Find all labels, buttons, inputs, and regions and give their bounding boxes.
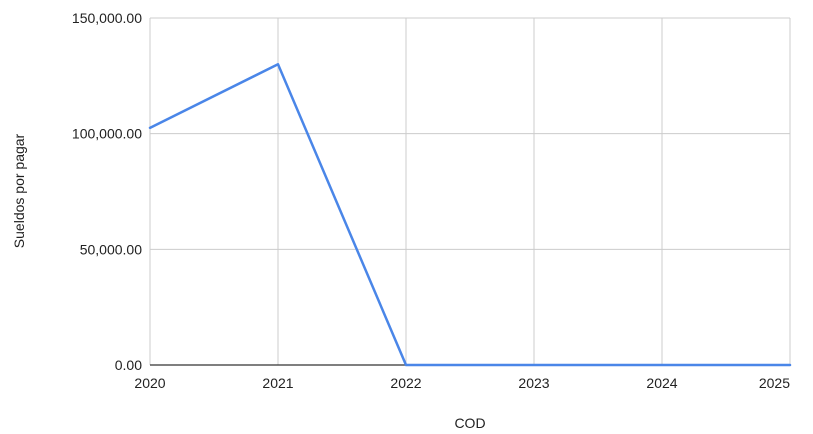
y-tick-label: 150,000.00	[72, 10, 142, 26]
y-tick-label: 0.00	[115, 357, 142, 373]
y-tick-labels: 0.00 50,000.00 100,000.00 150,000.00	[72, 10, 142, 373]
x-tick-label: 2024	[646, 375, 677, 391]
y-tick-label: 50,000.00	[80, 241, 142, 257]
series-lines	[148, 63, 792, 367]
y-axis-title: Sueldos por pagar	[11, 133, 27, 248]
x-tick-label: 2023	[518, 375, 549, 391]
x-tick-label: 2020	[134, 375, 165, 391]
x-tick-labels: 2020 2021 2022 2023 2024 2025	[134, 375, 790, 391]
y-tick-label: 100,000.00	[72, 126, 142, 142]
x-tick-label: 2022	[390, 375, 421, 391]
x-axis-title: COD	[454, 415, 485, 431]
gridlines	[149, 17, 791, 366]
x-tick-label: 2021	[262, 375, 293, 391]
x-tick-label: 2025	[759, 375, 790, 391]
series-line	[148, 63, 792, 367]
